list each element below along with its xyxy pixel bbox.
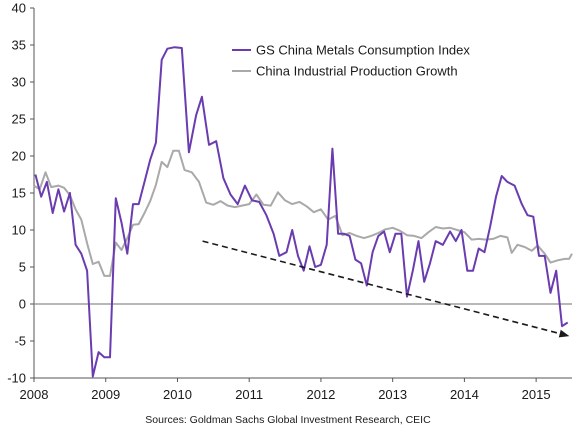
x-tick-label: 2011 [235, 387, 263, 402]
y-tick-label: 40 [12, 1, 26, 16]
series-line-metals-consumption [34, 46, 569, 378]
x-tick-label: 2009 [91, 387, 120, 402]
y-tick-label: -10 [7, 371, 26, 386]
y-tick-label: 15 [12, 186, 26, 201]
series-layer [33, 46, 573, 378]
trend-arrow [202, 240, 570, 338]
x-tick-label: 2013 [378, 387, 407, 402]
x-tick-label: 2008 [20, 387, 49, 402]
legend: GS China Metals Consumption Index China … [232, 43, 470, 79]
y-tick-label: 0 [19, 297, 26, 312]
y-tick-label: 10 [12, 223, 26, 238]
y-tick-label: 5 [19, 260, 26, 275]
y-tick-label: 25 [12, 112, 26, 127]
y-axis-ticks: -10 -5 0 5 10 15 20 25 30 35 40 [7, 1, 34, 386]
x-tick-label: 2010 [163, 387, 192, 402]
legend-label-ip: China Industrial Production Growth [256, 64, 458, 79]
x-axis-ticks: 2008 2009 2010 2011 2012 2013 2014 2015 [20, 378, 551, 402]
x-tick-label: 2014 [450, 387, 479, 402]
y-tick-label: 20 [12, 149, 26, 164]
x-tick-label: 2012 [306, 387, 335, 402]
y-tick-label: 35 [12, 38, 26, 53]
x-tick-label: 2015 [522, 387, 551, 402]
legend-label-metals: GS China Metals Consumption Index [256, 43, 470, 58]
y-tick-label: -5 [14, 334, 26, 349]
source-note: Sources: Goldman Sachs Global Investment… [145, 414, 431, 426]
y-tick-label: 30 [12, 75, 26, 90]
